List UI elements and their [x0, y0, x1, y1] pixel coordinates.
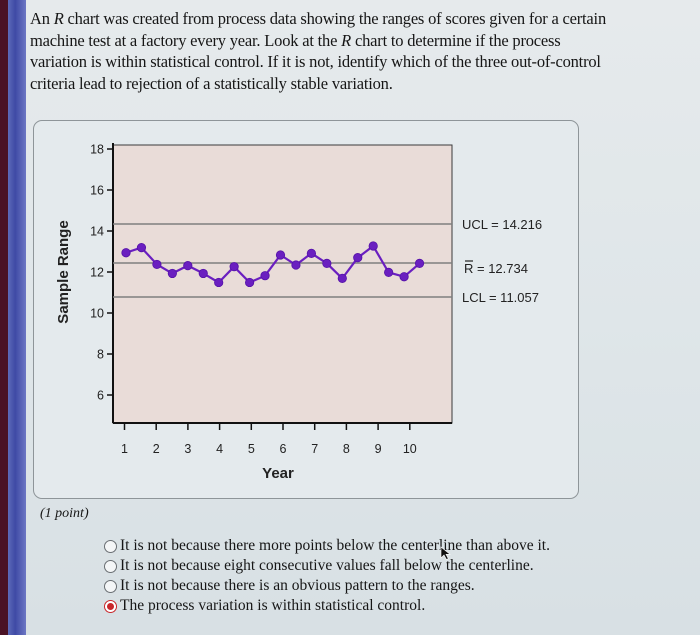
data-point: [353, 253, 363, 263]
y-tick-label: 14: [90, 225, 104, 239]
answer-option-label: It is not because eight consecutive valu…: [120, 557, 534, 574]
data-point: [291, 260, 301, 270]
answer-option-3[interactable]: It is not because there is an obvious pa…: [104, 576, 550, 596]
data-point: [229, 262, 239, 272]
data-point: [214, 277, 224, 288]
x-tick-label: 10: [403, 442, 417, 456]
ucl-label: UCL = 14.216: [462, 217, 542, 232]
x-tick-label: 4: [216, 442, 223, 456]
x-tick-label: 5: [248, 442, 255, 456]
question-line-2: machine test at a factory every year. Lo…: [30, 30, 561, 50]
answer-option-label: The process variation is within statisti…: [120, 597, 426, 614]
answer-option-4[interactable]: The process variation is within statisti…: [104, 596, 550, 616]
question-line-4: criteria lead to rejection of a statisti…: [30, 73, 393, 93]
y-tick-label: 12: [90, 266, 104, 280]
mouse-cursor-icon: [440, 546, 451, 560]
x-tick-label: 9: [375, 442, 382, 456]
data-point: [167, 268, 177, 279]
plot-area: [112, 144, 453, 424]
data-point: [306, 248, 316, 258]
radio-unselected-icon[interactable]: [104, 559, 117, 573]
question-line-1: An R chart was created from process data…: [30, 9, 606, 28]
y-tick-label: 16: [90, 184, 104, 198]
data-point: [384, 267, 394, 278]
data-point: [245, 277, 255, 288]
x-axis-title: Year: [262, 465, 294, 482]
data-point: [198, 268, 208, 279]
data-point: [260, 271, 270, 281]
answer-option-label: It is not because there is an obvious pa…: [120, 577, 475, 594]
x-tick-label: 6: [280, 442, 287, 456]
data-point: [275, 250, 286, 260]
question-line-3: variation is within statistical control.…: [30, 52, 601, 71]
x-tick-label: 1: [121, 442, 128, 456]
data-point: [399, 272, 409, 282]
lcl-label: LCL = 11.057: [462, 290, 539, 305]
y-tick-label: 8: [97, 348, 104, 362]
left-edge-strip: [0, 0, 8, 635]
data-point: [152, 259, 162, 270]
data-point: [337, 273, 347, 283]
answer-option-1[interactable]: It is not because there more points belo…: [104, 536, 550, 556]
y-axis-title: Sample Range: [55, 220, 72, 323]
radio-selected-icon[interactable]: [104, 599, 117, 613]
radio-unselected-icon[interactable]: [104, 579, 117, 593]
answer-option-label: It is not because there more points belo…: [120, 537, 550, 554]
y-tick-label: 6: [97, 389, 104, 403]
x-tick-label: 2: [153, 442, 160, 456]
left-edge-border: [8, 0, 26, 635]
data-point: [322, 258, 332, 268]
data-point: [183, 261, 193, 271]
x-tick-label: 3: [184, 442, 191, 456]
points-label: (1 point): [40, 506, 89, 521]
radio-unselected-icon[interactable]: [104, 539, 117, 553]
x-tick-label: 7: [311, 442, 318, 456]
data-point: [136, 243, 147, 253]
y-tick-label: 10: [90, 307, 104, 321]
answer-options: It is not because there more points belo…: [104, 536, 550, 616]
y-tick-label: 18: [90, 143, 104, 157]
data-point: [368, 241, 378, 251]
data-point: [414, 258, 425, 268]
rbar-label: R = 12.734: [464, 261, 528, 276]
answer-option-2[interactable]: It is not because eight consecutive valu…: [104, 556, 550, 576]
x-tick-label: 8: [343, 442, 350, 456]
question-text: An R chart was created from process data…: [30, 8, 690, 94]
data-point: [121, 248, 131, 258]
